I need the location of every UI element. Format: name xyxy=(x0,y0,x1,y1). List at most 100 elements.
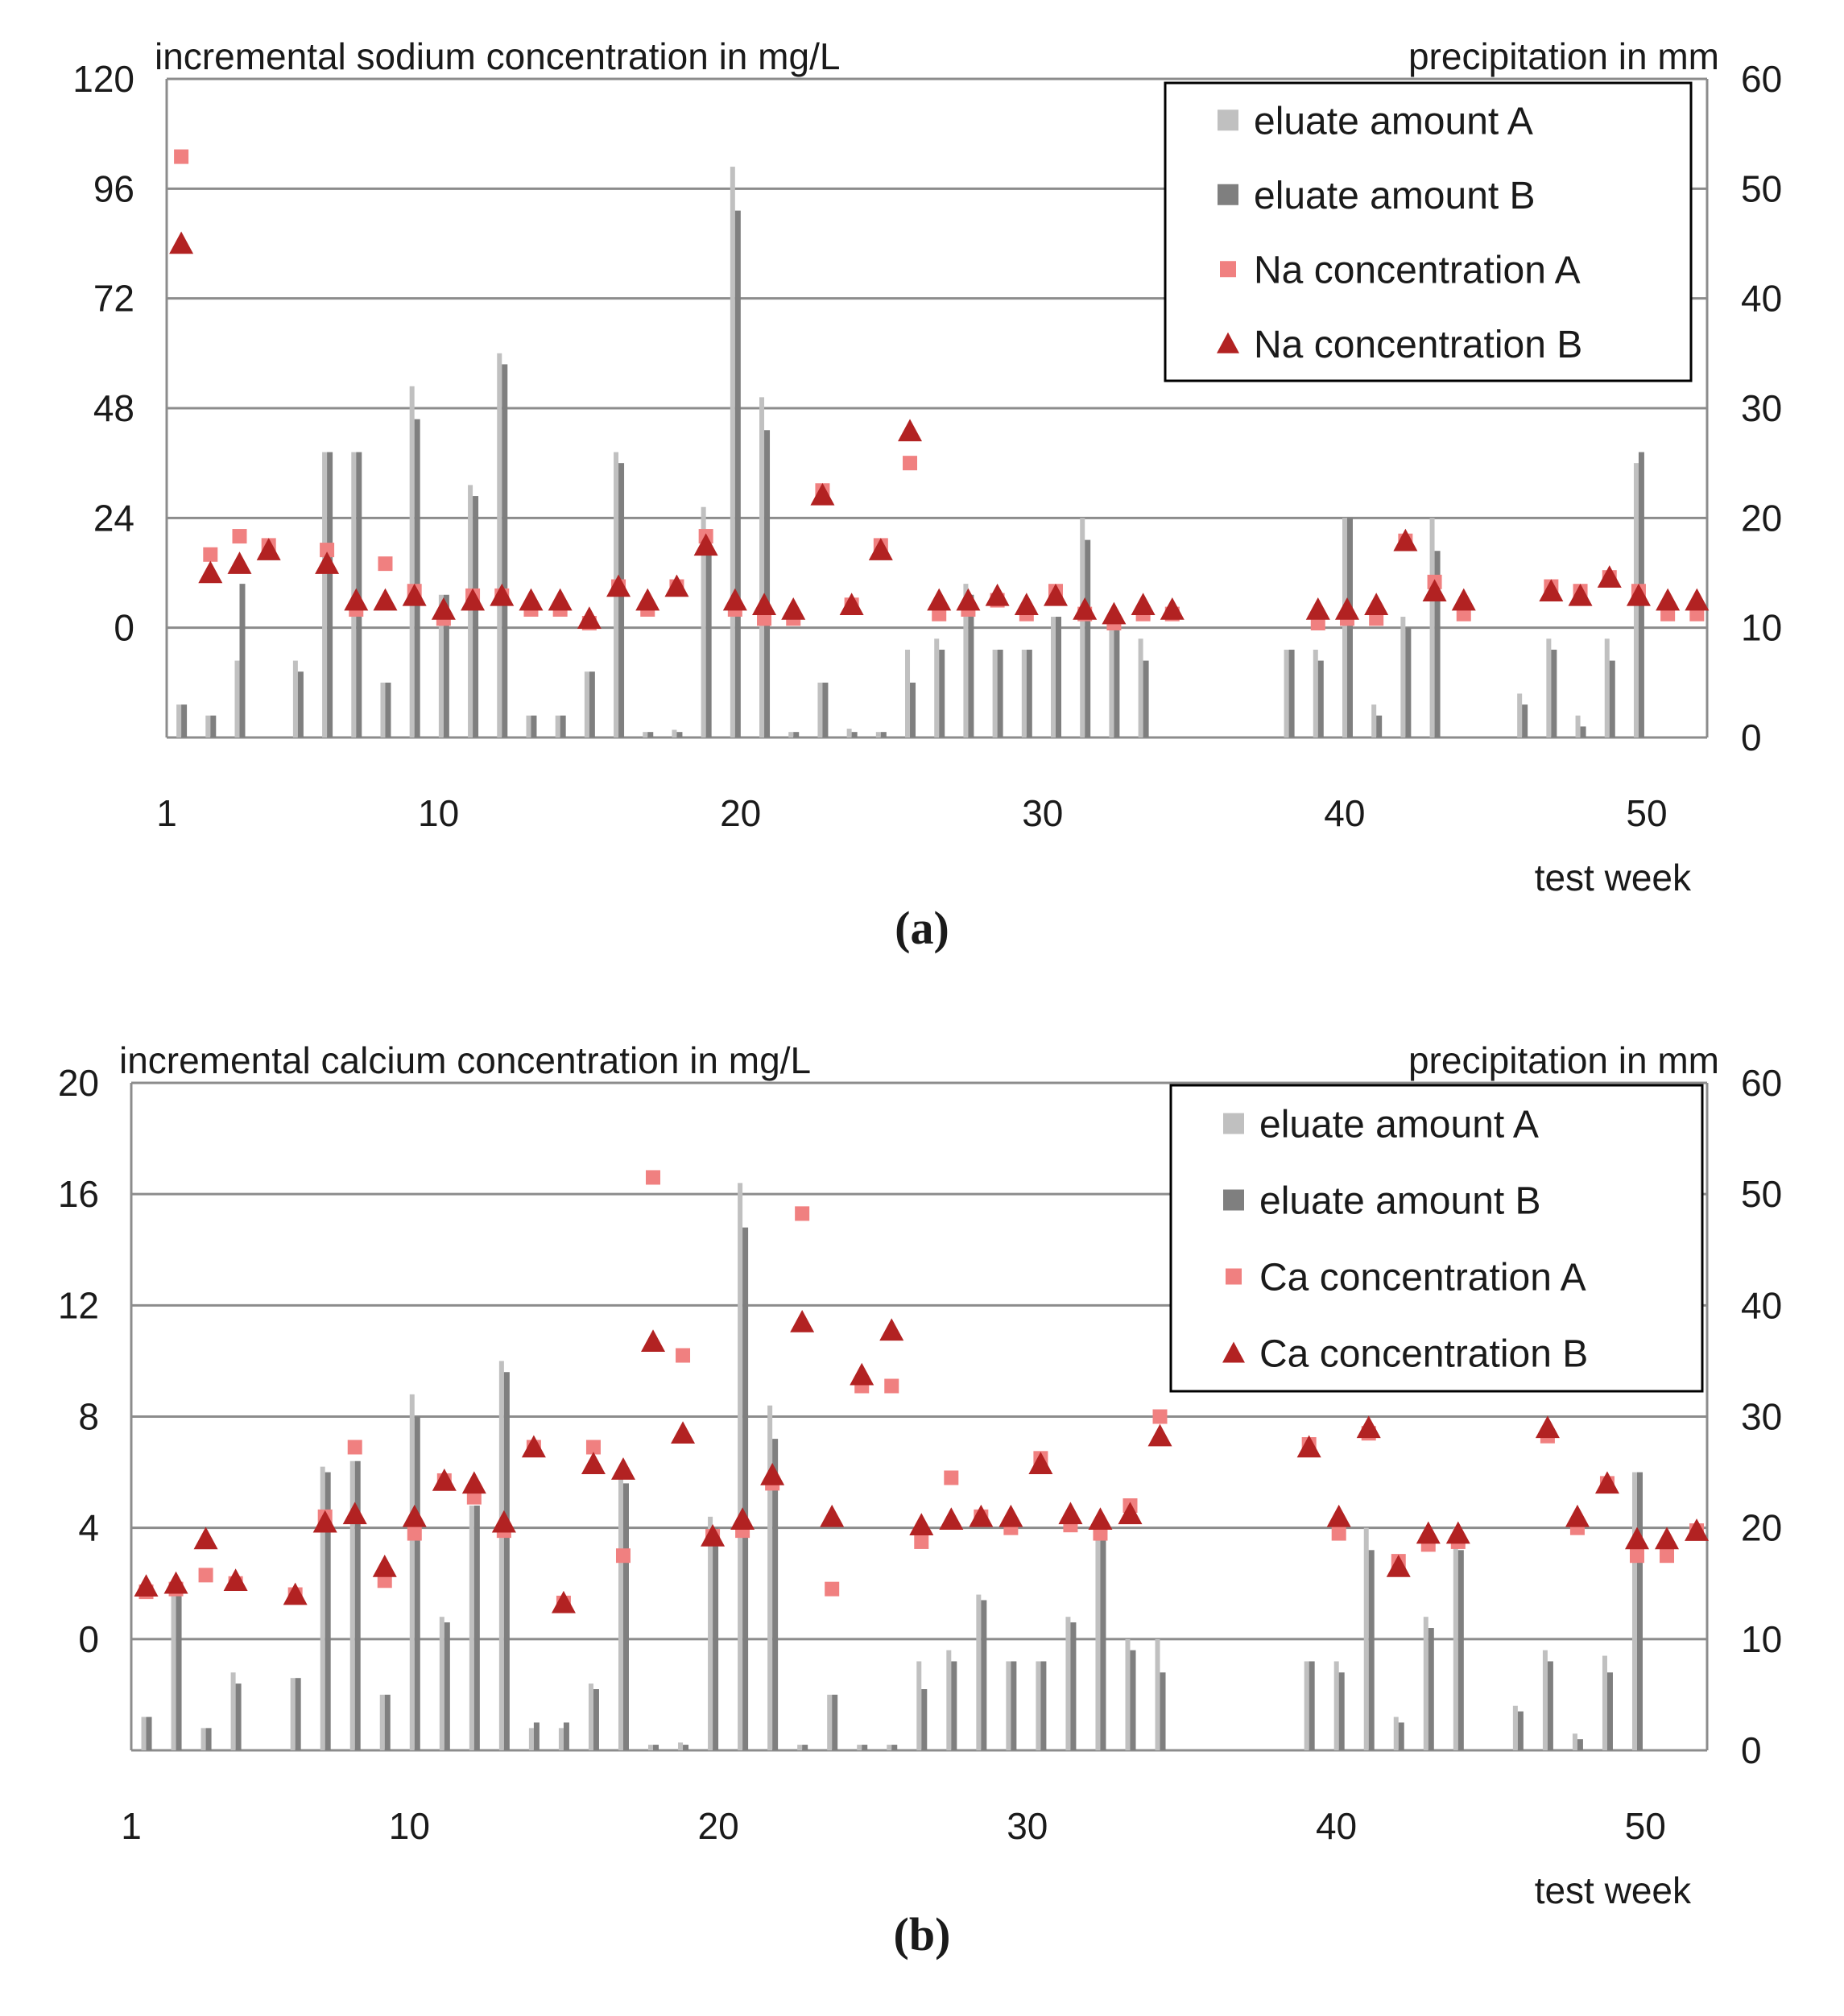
b-bar-eluate-a xyxy=(558,1728,564,1750)
a-bar-eluate-b xyxy=(705,539,712,737)
b-legend-label: Ca concentration A xyxy=(1259,1257,1586,1299)
b-bar-eluate-b xyxy=(622,1483,629,1750)
b-bar-eluate-b xyxy=(1547,1661,1553,1750)
a-ytick-right-label: 40 xyxy=(1741,278,1782,320)
b-point-conc-b xyxy=(521,1435,546,1458)
b-bar-eluate-b xyxy=(146,1716,152,1750)
b-point-conc-b xyxy=(1445,1521,1470,1544)
b-point-conc-b xyxy=(223,1568,248,1592)
a-bar-eluate-a xyxy=(905,649,911,737)
b-point-conc-b xyxy=(551,1590,576,1613)
b-point-conc-b xyxy=(909,1513,934,1535)
a-bar-eluate-b xyxy=(1376,715,1383,737)
a-bar-eluate-a xyxy=(468,485,473,737)
a-point-conc-b xyxy=(490,583,515,606)
a-bar-eluate-a xyxy=(817,682,823,737)
b-point-conc-b xyxy=(163,1571,188,1594)
a-ytick-right-label: 10 xyxy=(1741,607,1782,649)
b-ytick-left-label: 4 xyxy=(78,1507,99,1549)
b-bar-eluate-a xyxy=(1423,1617,1428,1750)
b-point-conc-b xyxy=(939,1507,964,1531)
a-point-conc-b xyxy=(402,583,427,606)
b-point-conc-a xyxy=(1331,1526,1346,1541)
b-bar-eluate-a xyxy=(171,1594,176,1750)
b-bar-eluate-a xyxy=(797,1745,803,1750)
a-point-conc-a xyxy=(232,529,247,544)
b-bar-eluate-b xyxy=(1309,1661,1315,1750)
b-bar-eluate-b xyxy=(1130,1650,1136,1750)
b-y-left-axis-title: incremental calcium concentration in mg/… xyxy=(119,1039,811,1081)
a-point-conc-b xyxy=(461,588,486,611)
b-bar-eluate-a xyxy=(1602,1655,1607,1750)
b-xtick-label: 10 xyxy=(389,1805,430,1847)
b-legend-label: eluate amount B xyxy=(1259,1180,1541,1223)
a-point-conc-b xyxy=(1044,583,1069,606)
b-point-conc-b xyxy=(850,1362,874,1386)
b-point-conc-b xyxy=(760,1463,785,1485)
panel-a-label: (a) xyxy=(895,902,949,954)
b-xtick-label: 30 xyxy=(1007,1805,1048,1847)
b-point-conc-a xyxy=(347,1440,362,1455)
a-legend-label: eluate amount B xyxy=(1254,175,1536,217)
a-bar-eluate-a xyxy=(1546,638,1552,737)
a-point-conc-b xyxy=(1160,597,1185,620)
a-bar-eluate-b xyxy=(1143,660,1149,737)
a-bar-eluate-b xyxy=(181,704,188,737)
a-bar-eluate-b xyxy=(822,682,829,737)
a-bar-eluate-b xyxy=(1405,627,1412,737)
b-bar-eluate-a xyxy=(1572,1733,1577,1750)
b-bar-eluate-b xyxy=(1368,1550,1375,1750)
a-point-conc-b xyxy=(198,560,223,584)
a-point-conc-b xyxy=(1685,588,1710,611)
a-bar-eluate-b xyxy=(647,732,654,737)
a-point-conc-b xyxy=(1102,601,1127,625)
a-bar-eluate-a xyxy=(701,506,706,737)
b-bar-eluate-a xyxy=(1095,1527,1101,1750)
a-bar-eluate-b xyxy=(851,732,858,737)
a-bar-eluate-a xyxy=(992,649,998,737)
b-point-conc-b xyxy=(610,1457,635,1480)
b-bar-eluate-b xyxy=(1577,1739,1583,1750)
a-legend-swatch-marker-a xyxy=(1220,261,1236,278)
b-ytick-right-label: 0 xyxy=(1741,1729,1762,1771)
b-ytick-left-label: 12 xyxy=(58,1284,99,1326)
b-point-conc-b xyxy=(1386,1555,1411,1577)
a-bar-eluate-b xyxy=(297,671,304,737)
b-bar-eluate-b xyxy=(563,1722,569,1750)
panel-a-chart: 0 24 48 72 96 120 0 10 20 30 40 50 60 1 10 20 30 40 50 incr… xyxy=(72,35,1782,899)
a-bar-eluate-b xyxy=(473,496,479,737)
b-point-conc-a xyxy=(1093,1526,1108,1541)
b-bar-eluate-a xyxy=(1393,1716,1399,1750)
a-bar-eluate-a xyxy=(1051,617,1056,737)
a-bar-eluate-a xyxy=(1371,704,1377,737)
a-bar-eluate-a xyxy=(380,682,386,737)
b-point-conc-b xyxy=(1565,1504,1590,1527)
b-bar-eluate-b xyxy=(713,1527,719,1750)
a-bar-eluate-a xyxy=(1604,638,1610,737)
b-bar-eluate-a xyxy=(141,1716,147,1750)
a-bar-eluate-b xyxy=(1085,539,1091,737)
b-point-conc-b xyxy=(372,1555,397,1577)
b-bar-eluate-b xyxy=(503,1372,510,1750)
b-bar-eluate-a xyxy=(1631,1472,1637,1750)
a-y-left-axis-title: incremental sodium concentration in mg/L xyxy=(155,35,840,77)
b-bar-eluate-a xyxy=(320,1466,325,1750)
a-point-conc-b xyxy=(373,588,398,611)
a-point-conc-a xyxy=(174,149,189,164)
b-bar-eluate-a xyxy=(528,1728,534,1750)
b-bar-eluate-a xyxy=(498,1361,504,1750)
b-legend-label: Ca concentration B xyxy=(1259,1333,1588,1376)
a-point-conc-b xyxy=(1568,583,1593,606)
a-legend-swatch-bar-b xyxy=(1218,184,1238,205)
b-point-conc-b xyxy=(193,1526,218,1550)
b-point-conc-b xyxy=(1296,1435,1321,1458)
a-xtick-label: 10 xyxy=(418,792,459,834)
a-bar-eluate-a xyxy=(584,671,589,737)
b-ytick-left-label: 0 xyxy=(78,1618,99,1660)
a-bar-eluate-b xyxy=(1114,627,1120,737)
b-xtick-label: 1 xyxy=(121,1805,142,1847)
a-bar-eluate-a xyxy=(963,584,969,737)
b-bar-eluate-b xyxy=(1636,1472,1643,1750)
b-x-axis-title: test week xyxy=(1535,1869,1692,1911)
b-point-conc-b xyxy=(342,1502,367,1525)
